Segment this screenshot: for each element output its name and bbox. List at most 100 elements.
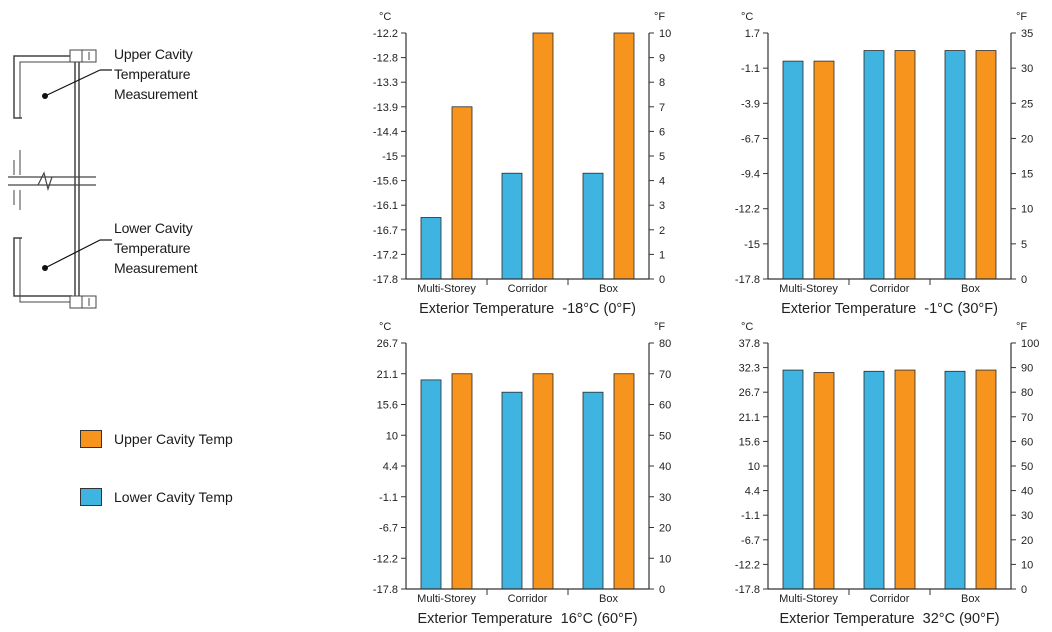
left-tick-label: -17.2: [373, 249, 398, 261]
right-tick-label: 70: [1021, 412, 1033, 424]
left-tick-label: -6.7: [379, 523, 398, 535]
right-tick-label: 25: [1021, 98, 1033, 110]
chart-title: Exterior Temperature 16°C (60°F): [417, 611, 637, 627]
chart-exterior-32: °C °F 37.8 32.3 26.7 21.1 15.6 10 4.4 -1.1 -6.7 -12…: [722, 316, 1052, 632]
right-tick-label: 9: [659, 53, 665, 65]
upper-cavity-label-line: Upper Cavity: [114, 46, 193, 62]
upper-cavity-label-line: Measurement: [114, 86, 198, 102]
bar-upper-cavity: [975, 369, 997, 590]
right-tick-label: 70: [659, 369, 671, 381]
legend-item-lower: Lower Cavity Temp: [80, 486, 233, 508]
left-tick-label: 10: [386, 430, 398, 442]
left-unit-label: °C: [741, 11, 753, 23]
right-tick-label: 5: [1021, 239, 1027, 251]
upper-cavity-label-line: Temperature: [114, 66, 191, 82]
right-tick-label: 1: [659, 249, 665, 261]
cavity-diagram-drawing: [8, 49, 112, 309]
right-tick-label: 7: [659, 102, 665, 114]
bar-lower-cavity: [782, 60, 804, 280]
right-tick-label: 3: [659, 200, 665, 212]
bar-lower-cavity: [863, 50, 885, 280]
chart-exterior-minus18: °C °F -12.2 -12.8 -13.3 -13.9 -14.4 -15 -15.6 -16…: [360, 6, 695, 322]
right-tick-label: 6: [659, 126, 665, 138]
left-tick-label: 21.1: [377, 369, 398, 381]
category-label: Corridor: [508, 283, 548, 295]
left-tick-label: -12.2: [373, 553, 398, 565]
left-tick-label: -17.8: [373, 274, 398, 286]
bar-upper-cavity: [613, 373, 635, 590]
left-tick-label: -6.7: [741, 535, 760, 547]
left-tick-label: 10: [748, 461, 760, 473]
left-tick-label: -12.2: [735, 204, 760, 216]
bar-lower-cavity: [863, 370, 885, 590]
bar-lower-cavity: [420, 379, 442, 590]
legend-label-upper: Upper Cavity Temp: [114, 431, 233, 447]
category-label: Multi-Storey: [417, 283, 476, 295]
left-tick-label: -13.3: [373, 77, 398, 89]
right-tick-label: 10: [659, 553, 671, 565]
right-tick-label: 0: [1021, 274, 1027, 286]
category-label: Multi-Storey: [417, 593, 476, 605]
left-tick-label: -16.7: [373, 225, 398, 237]
right-tick-label: 8: [659, 77, 665, 89]
right-unit-label: °F: [654, 321, 665, 333]
bar-upper-cavity: [451, 106, 473, 280]
legend-item-upper: Upper Cavity Temp: [80, 428, 233, 450]
legend-swatch-lower: [80, 488, 102, 506]
chart-title: Exterior Temperature 32°C (90°F): [779, 611, 999, 627]
left-tick-label: -13.9: [373, 102, 398, 114]
right-tick-label: 4: [659, 176, 665, 188]
left-unit-label: °C: [741, 321, 753, 333]
left-tick-label: -6.7: [741, 133, 760, 145]
right-tick-label: 35: [1021, 28, 1033, 40]
chart-title: Exterior Temperature -1°C (30°F): [781, 301, 998, 317]
category-label: Box: [961, 283, 980, 295]
left-tick-label: -12.2: [373, 28, 398, 40]
category-label: Box: [599, 593, 618, 605]
right-tick-label: 10: [659, 28, 671, 40]
right-tick-label: 100: [1021, 338, 1039, 350]
left-tick-label: -1.1: [379, 492, 398, 504]
left-tick-label: 37.8: [739, 338, 760, 350]
category-label: Box: [961, 593, 980, 605]
category-label: Corridor: [508, 593, 548, 605]
bar-upper-cavity: [532, 32, 554, 280]
left-tick-label: -15.6: [373, 176, 398, 188]
legend-label-lower: Lower Cavity Temp: [114, 489, 233, 505]
right-tick-label: 80: [1021, 387, 1033, 399]
right-tick-label: 0: [659, 584, 665, 596]
bar-lower-cavity: [501, 391, 523, 590]
left-tick-label: 4.4: [383, 461, 398, 473]
left-tick-label: -3.9: [741, 98, 760, 110]
chart-svg: °C °F 37.8 32.3 26.7 21.1 15.6 10 4.4 -1.1 -6.7 -12…: [735, 321, 1039, 627]
right-unit-label: °F: [1016, 321, 1027, 333]
right-tick-label: 80: [659, 338, 671, 350]
chart-svg: °C °F 1.7 -1.1 -3.9 -6.7 -9.4 -12.2 -15 -17.8 35 30…: [735, 11, 1033, 317]
left-unit-label: °C: [379, 11, 391, 23]
left-tick-label: -1.1: [741, 510, 760, 522]
right-tick-label: 30: [1021, 63, 1033, 75]
chart-svg: °C °F 26.7 21.1 15.6 10 4.4 -1.1 -6.7 -12.2 -17.8 8…: [373, 321, 671, 627]
left-tick-label: -15: [744, 239, 760, 251]
chart-exterior-minus1: °C °F 1.7 -1.1 -3.9 -6.7 -9.4 -12.2 -15 -17.8 35 30…: [722, 6, 1052, 322]
left-tick-label: 26.7: [377, 338, 398, 350]
left-tick-label: -12.8: [373, 53, 398, 65]
bar-lower-cavity: [420, 217, 442, 280]
right-tick-label: 0: [659, 274, 665, 286]
bar-lower-cavity: [944, 370, 966, 590]
bar-lower-cavity: [944, 50, 966, 280]
left-tick-label: -17.8: [735, 584, 760, 596]
left-tick-label: -17.8: [373, 584, 398, 596]
right-tick-label: 90: [1021, 363, 1033, 375]
left-tick-label: -17.8: [735, 274, 760, 286]
left-tick-label: 32.3: [739, 363, 760, 375]
bar-lower-cavity: [782, 369, 804, 590]
bar-lower-cavity: [582, 391, 604, 590]
right-tick-label: 0: [1021, 584, 1027, 596]
left-tick-label: -14.4: [373, 126, 398, 138]
right-tick-label: 20: [659, 523, 671, 535]
left-tick-label: -1.1: [741, 63, 760, 75]
bar-lower-cavity: [582, 172, 604, 280]
chart-title: Exterior Temperature -18°C (0°F): [419, 301, 636, 317]
right-tick-label: 50: [659, 430, 671, 442]
